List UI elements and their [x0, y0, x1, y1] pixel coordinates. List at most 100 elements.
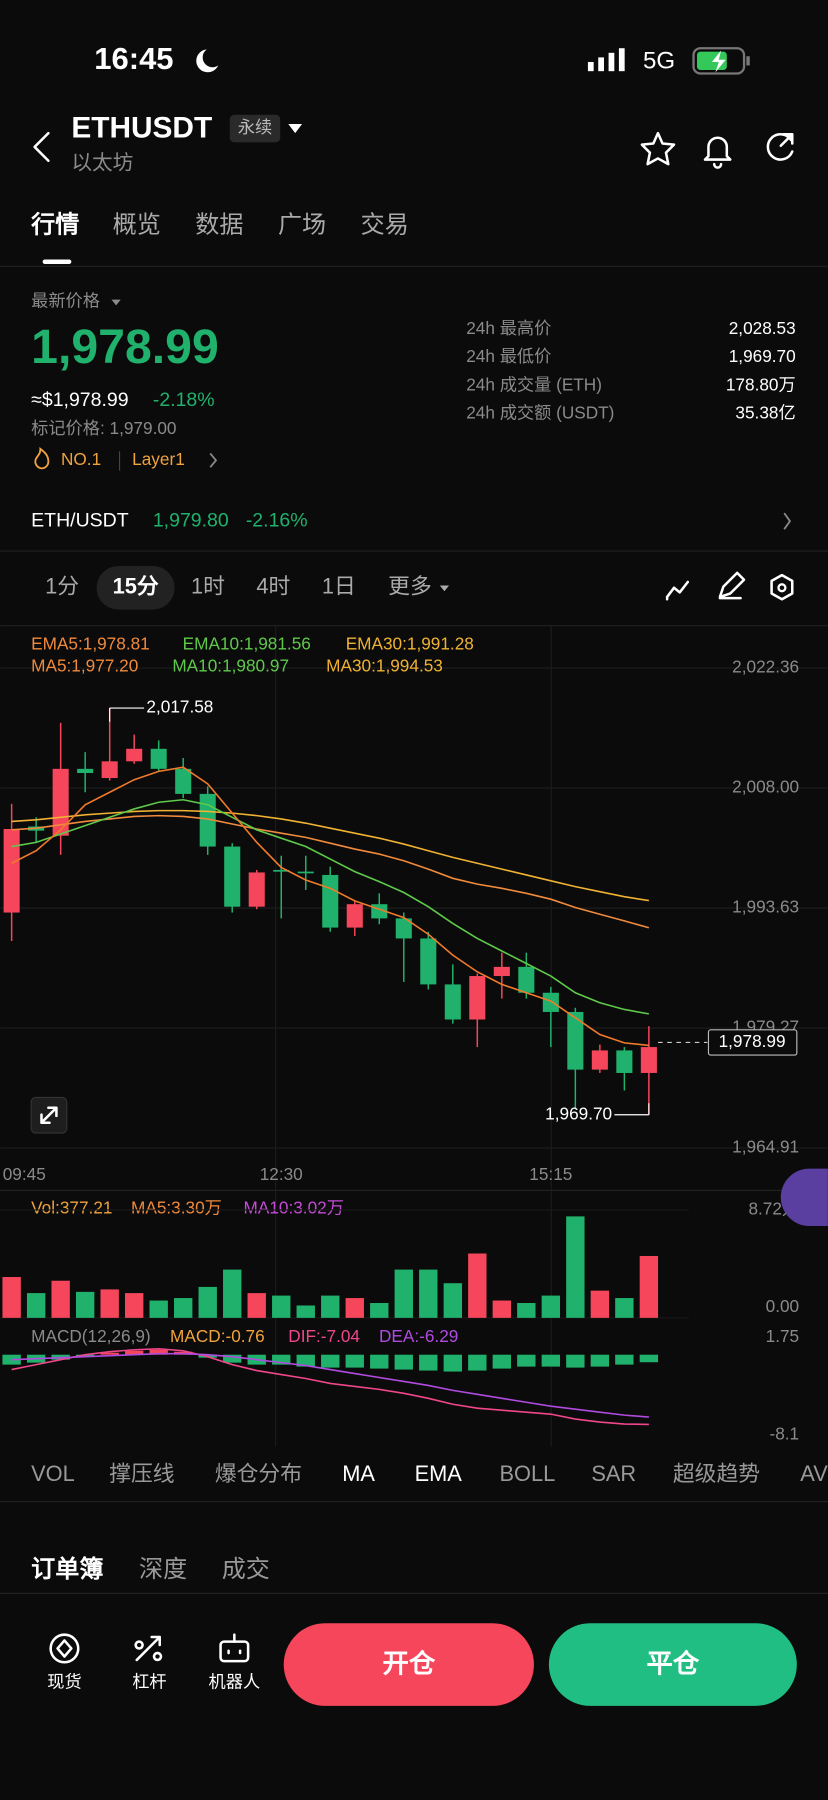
x-tick-label: 09:45	[3, 1164, 46, 1184]
signal-icon	[587, 48, 625, 72]
high-pointer	[109, 707, 145, 722]
macd-bar	[345, 1354, 364, 1368]
macd-bar	[321, 1354, 340, 1368]
candle-body	[150, 748, 167, 769]
indicator-button[interactable]	[665, 580, 690, 601]
macd-bar	[75, 1354, 95, 1357]
interval[interactable]: 15分	[113, 574, 159, 599]
interval[interactable]: 更多	[388, 574, 432, 599]
tab[interactable]: 数据	[195, 212, 243, 239]
volume-bar	[443, 1283, 462, 1318]
candle-body	[640, 1047, 657, 1073]
book-tab[interactable]: 订单簿	[31, 1555, 103, 1583]
tab[interactable]: 概览	[113, 212, 161, 239]
indicator-tab[interactable]: BOLL	[500, 1461, 556, 1486]
macd-tick: 1.75	[766, 1326, 799, 1346]
volume-bar	[590, 1290, 610, 1318]
interval[interactable]: 4时	[256, 574, 290, 599]
share-button[interactable]	[766, 133, 794, 161]
candle-body	[175, 768, 192, 794]
spot-pair[interactable]: ETH/USDT	[31, 509, 129, 531]
interval[interactable]: 1时	[191, 574, 225, 599]
open-button[interactable]	[283, 1623, 534, 1706]
macd-bar	[443, 1354, 462, 1372]
stat-value: 35.38亿	[735, 402, 795, 422]
sector-tag[interactable]: Layer1	[132, 449, 185, 469]
macd-bar	[639, 1354, 659, 1363]
indicator-tab[interactable]: VOL	[31, 1461, 75, 1486]
x-tick-label: 12:30	[260, 1164, 303, 1184]
candle-body	[248, 872, 265, 907]
volume-legend: MA10:3.02万	[244, 1197, 344, 1217]
volume-bar	[296, 1305, 315, 1318]
macd-bar	[272, 1354, 291, 1365]
volume-bar	[51, 1280, 70, 1318]
low-label: 1,969.70	[545, 1103, 612, 1123]
tab[interactable]: 交易	[361, 212, 409, 239]
price-dropdown[interactable]	[111, 299, 121, 306]
battery-icon	[692, 47, 750, 75]
symbol-dropdown[interactable]	[288, 123, 303, 134]
candle-body	[224, 846, 241, 907]
back-button[interactable]	[33, 131, 50, 162]
tag-box	[229, 114, 281, 143]
tool-label[interactable]: 机器人	[209, 1671, 261, 1691]
clock: 16:45	[94, 41, 173, 76]
volume-bar	[174, 1298, 193, 1318]
volume-bar	[272, 1295, 291, 1318]
rank-tag[interactable]: NO.1	[61, 449, 101, 469]
alert-button[interactable]	[703, 136, 732, 169]
tab[interactable]: 广场	[278, 212, 326, 239]
volume-bar	[26, 1293, 46, 1318]
high-label: 2,017.58	[146, 697, 213, 717]
indicator-tab[interactable]: MA	[342, 1461, 375, 1486]
macd-bar	[296, 1354, 315, 1367]
interval[interactable]: 1分	[45, 574, 79, 599]
volume-bar	[321, 1295, 340, 1318]
dif-line	[11, 1347, 649, 1426]
tool-label[interactable]: 杠杆	[132, 1671, 166, 1691]
macd-bar	[615, 1354, 634, 1365]
chevron	[209, 452, 218, 468]
indicator-tab[interactable]: 超级趋势	[673, 1461, 760, 1486]
ma-line	[11, 814, 650, 929]
ma-line	[11, 809, 649, 902]
tool-label[interactable]: 现货	[47, 1671, 81, 1691]
tab[interactable]: 行情	[30, 211, 79, 239]
usd-price: ≈$1,978.99	[31, 389, 128, 411]
indicator-tab[interactable]: AV	[800, 1461, 828, 1486]
volume-bar	[125, 1293, 144, 1318]
stat-label: 24h 最高价	[466, 318, 551, 338]
book-tab[interactable]: 深度	[139, 1556, 187, 1583]
volume-bar	[2, 1277, 21, 1318]
last-price: 1,978.99	[31, 320, 219, 374]
spot-change: -2.16%	[246, 509, 308, 531]
asset-name: 以太坊	[71, 152, 133, 175]
indicator-tab[interactable]: 撑压线	[109, 1461, 174, 1486]
candle-body	[126, 748, 143, 762]
macd-tick: -8.1	[769, 1423, 799, 1443]
interval[interactable]: 1日	[322, 574, 356, 599]
volume-bar	[566, 1216, 585, 1318]
price-label: 最新价格	[31, 290, 100, 310]
volume-legend: Vol:377.21	[31, 1197, 112, 1217]
candle-body	[297, 871, 314, 874]
volume-bar	[75, 1291, 95, 1318]
indicator-tab[interactable]: EMA	[415, 1461, 463, 1486]
macd-bar	[125, 1350, 144, 1355]
float-button[interactable]	[780, 1168, 828, 1227]
indicator-tab[interactable]: SAR	[591, 1461, 636, 1486]
macd-bar	[541, 1354, 561, 1367]
volume-bar	[419, 1269, 438, 1318]
favorite-button[interactable]	[640, 131, 676, 166]
ma-legend: EMA30:1,991.28	[346, 634, 474, 654]
close-button[interactable]	[548, 1623, 797, 1706]
volume-bar	[149, 1300, 168, 1318]
settings-button[interactable]	[770, 573, 794, 601]
book-tab[interactable]: 成交	[222, 1556, 270, 1583]
indicator-tab[interactable]: 爆仓分布	[215, 1461, 302, 1486]
draw-button[interactable]	[718, 571, 746, 600]
volume-bar	[100, 1289, 119, 1318]
